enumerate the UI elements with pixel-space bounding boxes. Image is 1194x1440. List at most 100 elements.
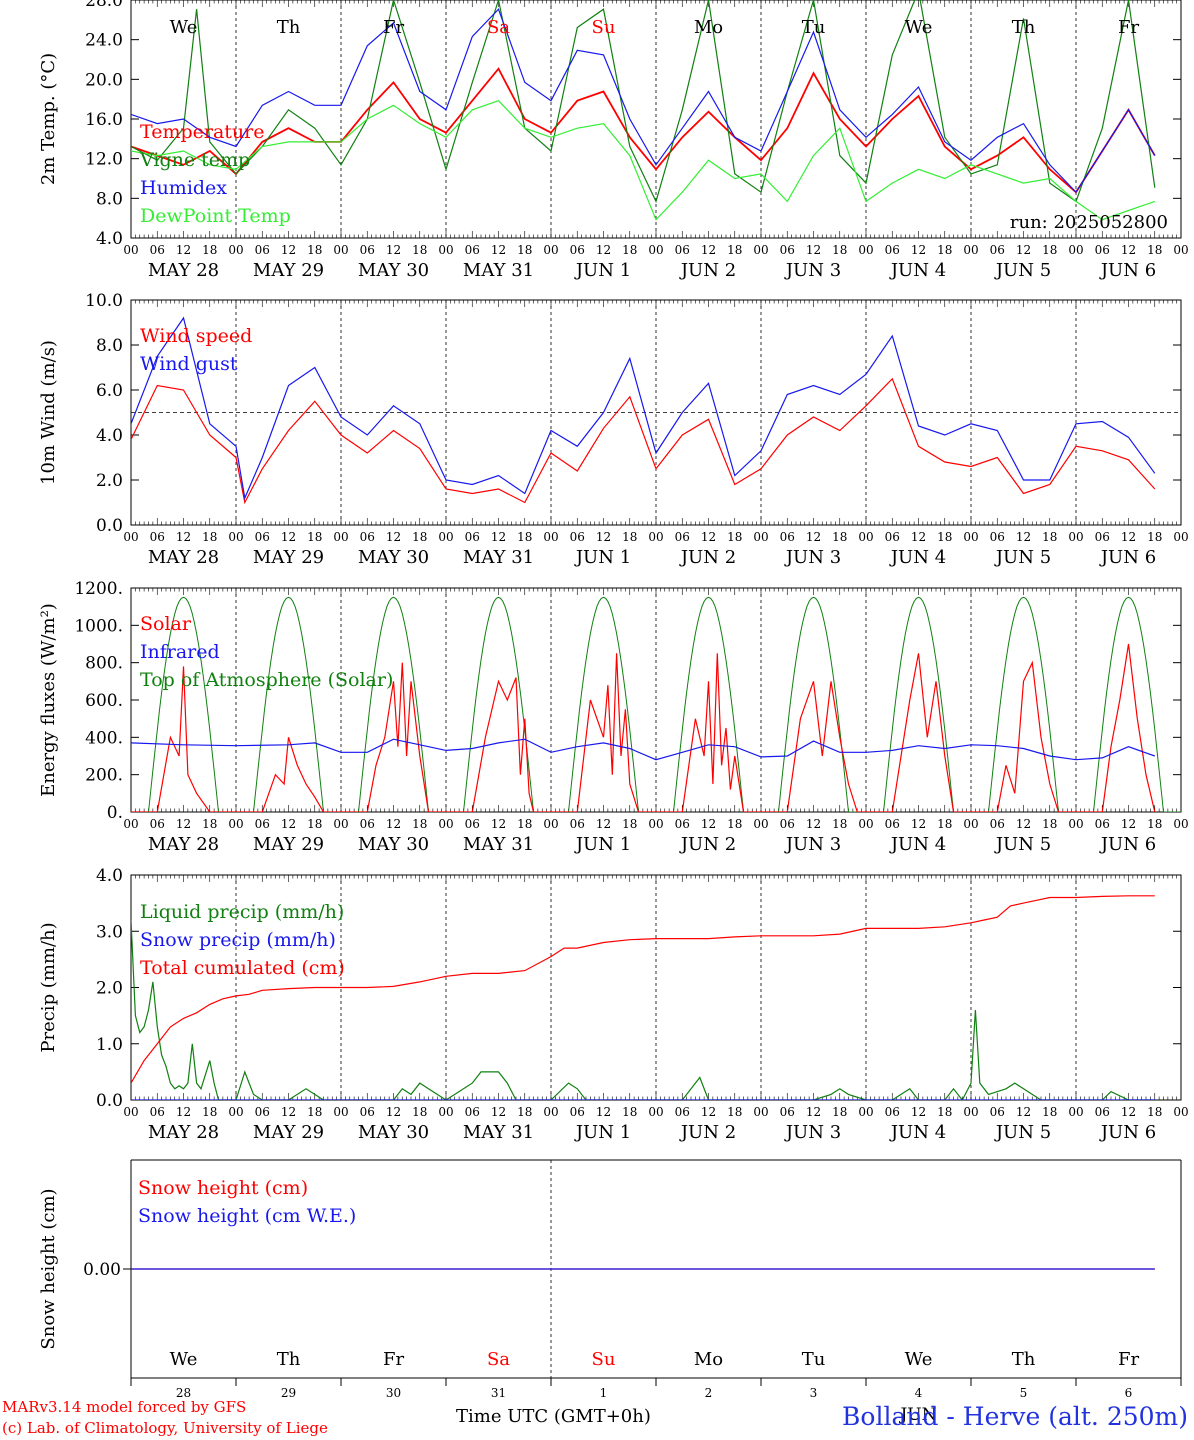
- hour-tick-label: 12: [1121, 817, 1136, 831]
- hour-tick-label: 18: [517, 817, 532, 831]
- hour-tick-label: 06: [255, 817, 270, 831]
- hour-tick-label: 00: [753, 817, 768, 831]
- day-number-label: 30: [386, 1386, 401, 1400]
- hour-tick-label: 12: [386, 530, 401, 544]
- hour-tick-label: 00: [963, 243, 978, 257]
- x-axis-title: Time UTC (GMT+0h): [456, 1406, 651, 1427]
- hour-tick-label: 00: [1068, 243, 1083, 257]
- hour-tick-label: 18: [412, 817, 427, 831]
- y-tick-label: 6.0: [96, 381, 123, 401]
- weekday-label: Su: [592, 17, 616, 38]
- hour-tick-label: 00: [1068, 1105, 1083, 1119]
- date-label: JUN 1: [574, 1122, 631, 1143]
- hour-tick-label: 06: [990, 530, 1005, 544]
- series-line-total-cumulated-cm: [131, 895, 1155, 1084]
- hour-tick-label: 06: [570, 817, 585, 831]
- date-label: JUN 3: [784, 1122, 841, 1143]
- hour-tick-label: 18: [307, 817, 322, 831]
- date-label: JUN 6: [1099, 260, 1156, 281]
- legend-entry: Temperature: [140, 121, 264, 143]
- y-tick-label: 3.0: [96, 922, 123, 942]
- date-label: JUN 3: [784, 260, 841, 281]
- hour-tick-label: 18: [622, 530, 637, 544]
- hour-tick-label: 00: [123, 530, 138, 544]
- date-label: MAY 30: [358, 260, 429, 281]
- hour-tick-label: 12: [491, 817, 506, 831]
- hour-tick-label: 18: [832, 243, 847, 257]
- date-label: MAY 29: [253, 260, 324, 281]
- hour-tick-label: 18: [412, 243, 427, 257]
- hour-tick-label: 06: [990, 1105, 1005, 1119]
- series-line-wind-speed: [131, 377, 1156, 505]
- hour-tick-label: 00: [228, 1105, 243, 1119]
- hour-tick-label: 12: [176, 530, 191, 544]
- hour-tick-label: 18: [307, 1105, 322, 1119]
- hour-tick-label: 06: [675, 1105, 690, 1119]
- date-label: MAY 31: [463, 834, 534, 855]
- hour-tick-label: 12: [281, 817, 296, 831]
- legend-entry: Total cumulated (cm): [140, 957, 345, 979]
- weekday-label: Mo: [694, 1349, 723, 1370]
- hour-tick-label: 00: [333, 530, 348, 544]
- date-label: MAY 29: [253, 1122, 324, 1143]
- hour-tick-label: 00: [648, 817, 663, 831]
- weekday-label: We: [905, 1349, 933, 1370]
- hour-tick-label: 00: [543, 243, 558, 257]
- date-label: JUN 5: [994, 1122, 1051, 1143]
- panel-frame: [130, 587, 1182, 813]
- hour-tick-label: 18: [937, 817, 952, 831]
- y-tick-label: 28.0: [85, 0, 123, 11]
- date-label: JUN 6: [1099, 834, 1156, 855]
- hour-tick-label: 00: [333, 817, 348, 831]
- hour-tick-label: 06: [465, 530, 480, 544]
- hour-tick-label: 18: [517, 1105, 532, 1119]
- panel-1: 00 06 12 18 00 06 12 18 00 06 12 18 00 06 12 18 00 06 12 18…: [38, 0, 1189, 281]
- hour-tick-label: 00: [438, 1105, 453, 1119]
- date-label: MAY 30: [358, 834, 429, 855]
- hour-tick-label: 00: [1173, 530, 1188, 544]
- y-tick-label: 2.0: [96, 979, 123, 999]
- hour-tick-label: 18: [832, 1105, 847, 1119]
- series-line-dewpoint-temp: [131, 100, 1155, 221]
- date-label: JUN 2: [679, 547, 736, 568]
- weekday-label: We: [170, 1349, 198, 1370]
- y-tick-label: 0.: [107, 803, 123, 823]
- hour-tick-label: 18: [832, 817, 847, 831]
- weekday-label: Fr: [383, 17, 404, 38]
- y-tick-label: 600.: [85, 691, 123, 711]
- series-line-liquid-precip-mm-h: [131, 919, 1155, 1100]
- legend-entry: Liquid precip (mm/h): [140, 901, 344, 923]
- hour-tick-label: 12: [491, 530, 506, 544]
- weekday-label: Mo: [694, 17, 723, 38]
- hour-tick-label: 12: [1016, 1105, 1031, 1119]
- hour-tick-label: 00: [858, 1105, 873, 1119]
- hour-tick-label: 12: [1121, 243, 1136, 257]
- hour-tick-label: 12: [1016, 243, 1031, 257]
- weekday-label: Su: [592, 1349, 616, 1370]
- hour-tick-label: 00: [228, 243, 243, 257]
- panel-4: 00 06 12 18 00 06 12 18 00 06 12 18 00 06 12 18 00 06 12 18…: [38, 866, 1189, 1143]
- run-label: run: 2025052800: [1010, 212, 1168, 233]
- hour-tick-label: 06: [990, 817, 1005, 831]
- hour-tick-label: 00: [1173, 243, 1188, 257]
- hour-tick-label: 12: [701, 817, 716, 831]
- hour-tick-label: 06: [885, 817, 900, 831]
- date-label: JUN 2: [679, 834, 736, 855]
- hour-tick-label: 00: [1068, 817, 1083, 831]
- date-label: JUN 4: [889, 547, 946, 568]
- y-axis-label: 10m Wind (m/s): [38, 340, 59, 485]
- y-axis-label: Precip (mm/h): [38, 922, 59, 1052]
- hour-tick-label: 00: [753, 1105, 768, 1119]
- y-tick-label: 10.0: [85, 291, 123, 311]
- hour-tick-label: 06: [675, 243, 690, 257]
- hour-tick-label: 18: [937, 1105, 952, 1119]
- y-tick-label: 20.0: [85, 70, 123, 90]
- hour-tick-label: 00: [333, 243, 348, 257]
- hour-tick-label: 00: [1173, 1105, 1188, 1119]
- weekday-label: Fr: [1118, 17, 1139, 38]
- weekday-label: We: [905, 17, 933, 38]
- hour-tick-label: 00: [333, 1105, 348, 1119]
- y-tick-label: 16.0: [85, 110, 123, 130]
- day-number-label: 31: [491, 1386, 506, 1400]
- hour-tick-label: 12: [806, 817, 821, 831]
